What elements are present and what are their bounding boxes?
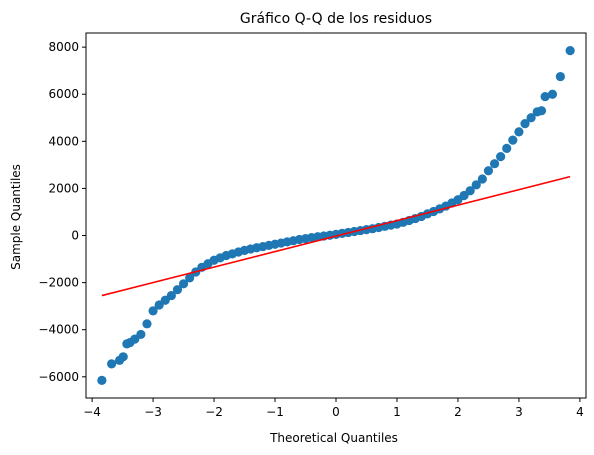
x-tick-label: 4: [576, 405, 584, 419]
y-tick-label: −6000: [38, 370, 79, 384]
x-tick-label: 1: [393, 405, 401, 419]
y-tick-label: 0: [71, 229, 79, 243]
data-point: [508, 135, 518, 145]
x-tick-label: −3: [144, 405, 162, 419]
y-tick-label: 4000: [48, 134, 79, 148]
y-tick-label: 2000: [48, 181, 79, 195]
data-point: [489, 159, 500, 169]
x-tick-label: 3: [515, 405, 523, 419]
data-point: [148, 306, 158, 316]
data-point: [547, 89, 558, 99]
data-point: [565, 46, 575, 56]
data-point: [118, 352, 128, 362]
plot-area: [85, 32, 587, 399]
x-tick-label: −4: [83, 405, 101, 419]
x-axis-label: Theoretical Quantiles: [269, 431, 398, 445]
y-tick-label: −2000: [38, 276, 79, 290]
reference-line: [101, 175, 571, 297]
y-tick-label: 6000: [48, 87, 79, 101]
plot-frame: [85, 32, 587, 399]
data-point: [502, 143, 512, 153]
data-point: [520, 119, 530, 129]
data-point: [471, 180, 481, 190]
data-point: [142, 319, 152, 329]
y-axis-label: Sample Quantiles: [9, 164, 23, 270]
data-point: [483, 166, 494, 176]
y-tick-label: −4000: [38, 323, 79, 337]
x-axis: −4 −3 −2 −1 0 1 2 3 4: [83, 398, 584, 419]
reference-line-layer: [101, 175, 571, 297]
data-point: [477, 174, 487, 184]
data-point: [166, 290, 176, 301]
data-point: [496, 152, 506, 162]
data-point: [136, 329, 146, 340]
data-point: [540, 91, 550, 102]
data-point: [178, 279, 189, 289]
y-tick-label: 8000: [48, 40, 79, 54]
x-tick-label: −1: [266, 405, 284, 419]
data-point: [465, 186, 475, 196]
x-tick-label: 2: [454, 405, 462, 419]
data-point: [526, 113, 536, 123]
data-point: [97, 375, 107, 385]
points-layer: [97, 46, 575, 385]
data-point: [514, 127, 524, 137]
x-tick-label: −2: [205, 405, 223, 419]
data-point: [555, 71, 565, 82]
data-point: [107, 359, 117, 369]
data-point: [536, 106, 547, 116]
data-point: [185, 273, 195, 283]
x-tick-label: 0: [332, 405, 340, 419]
data-point: [172, 285, 183, 295]
chart-title: Gráfico Q-Q de los residuos: [240, 11, 432, 27]
y-axis: −6000 −4000 −2000 0 2000 4000 6000 8000: [38, 40, 86, 384]
